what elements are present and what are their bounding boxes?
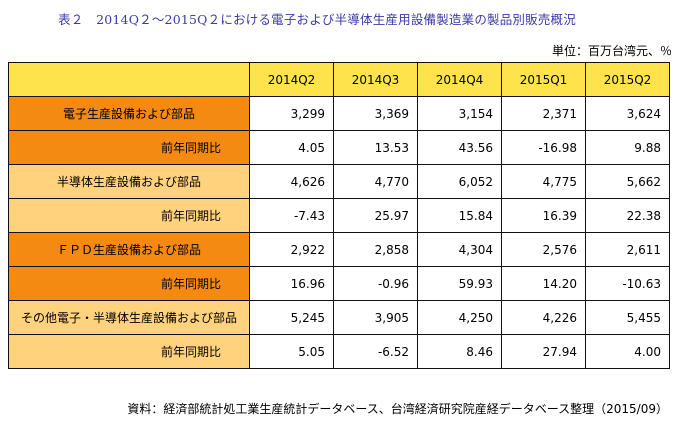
table-cell: 4,626	[249, 164, 334, 199]
table-cell: 13.53	[333, 130, 418, 165]
table-cell: -10.63	[585, 266, 670, 301]
table-header-row: 2014Q2 2014Q3 2014Q4 2015Q1 2015Q2	[8, 62, 670, 97]
table-row: 電子生産設備および部品 3,299 3,369 3,154 2,371 3,62…	[8, 96, 670, 131]
table-row: 前年同期比 5.05 -6.52 8.46 27.94 4.00	[8, 334, 670, 369]
source-note: 資料：経済部統計処工業生産統計データベース、台湾経済研究院産経データベース整理（…	[127, 402, 668, 416]
table-cell: 4,770	[333, 164, 418, 199]
table-cell: 2,611	[585, 232, 670, 267]
column-header: 2014Q4	[417, 62, 502, 97]
row-label: 電子生産設備および部品	[8, 96, 250, 131]
table-cell: 3,624	[585, 96, 670, 131]
table-cell: -7.43	[249, 198, 334, 233]
table-cell: 43.56	[417, 130, 502, 165]
table-cell: 4,226	[501, 300, 586, 335]
table-row: 前年同期比 -7.43 25.97 15.84 16.39 22.38	[8, 198, 670, 233]
row-label: 前年同期比	[8, 266, 250, 301]
table-row: ＦＰＤ生産設備および部品 2,922 2,858 4,304 2,576 2,6…	[8, 232, 670, 267]
table-cell: 8.46	[417, 334, 502, 369]
table-cell: 4,250	[417, 300, 502, 335]
table-cell: 16.96	[249, 266, 334, 301]
table-cell: 22.38	[585, 198, 670, 233]
table-cell: -0.96	[333, 266, 418, 301]
table-row: 半導体生産設備および部品 4,626 4,770 6,052 4,775 5,6…	[8, 164, 670, 199]
table-cell: 27.94	[501, 334, 586, 369]
table-cell: 4,304	[417, 232, 502, 267]
table-cell: 16.39	[501, 198, 586, 233]
table-cell: 4.00	[585, 334, 670, 369]
table-cell: 2,858	[333, 232, 418, 267]
page-title: 表２ 2014Q２～2015Q２における電子および半導体生産用設備製造業の製品別…	[58, 12, 576, 27]
table-row: 前年同期比 16.96 -0.96 59.93 14.20 -10.63	[8, 266, 670, 301]
column-header: 2014Q3	[333, 62, 418, 97]
table-cell: 5.05	[249, 334, 334, 369]
table-cell: 15.84	[417, 198, 502, 233]
table-cell: 3,369	[333, 96, 418, 131]
table-cell: 2,576	[501, 232, 586, 267]
table-cell: 2,922	[249, 232, 334, 267]
table-cell: 2,371	[501, 96, 586, 131]
table-cell: 3,299	[249, 96, 334, 131]
table-cell: 5,245	[249, 300, 334, 335]
table-cell: 59.93	[417, 266, 502, 301]
table-cell: 14.20	[501, 266, 586, 301]
table-cell: 4,775	[501, 164, 586, 199]
row-label: ＦＰＤ生産設備および部品	[8, 232, 250, 267]
row-label: 前年同期比	[8, 198, 250, 233]
table-cell: -16.98	[501, 130, 586, 165]
sales-table: 2014Q2 2014Q3 2014Q4 2015Q1 2015Q2 電子生産設…	[8, 62, 670, 369]
table-cell: 3,905	[333, 300, 418, 335]
table-cell: -6.52	[333, 334, 418, 369]
table-cell: 5,455	[585, 300, 670, 335]
table-row: その他電子・半導体生産設備および部品 5,245 3,905 4,250 4,2…	[8, 300, 670, 335]
table-cell: 6,052	[417, 164, 502, 199]
column-header: 2015Q1	[501, 62, 586, 97]
row-label: その他電子・半導体生産設備および部品	[8, 300, 250, 335]
table-row: 前年同期比 4.05 13.53 43.56 -16.98 9.88	[8, 130, 670, 165]
row-label: 前年同期比	[8, 334, 250, 369]
column-header: 2014Q2	[249, 62, 334, 97]
table-cell: 25.97	[333, 198, 418, 233]
table-cell: 3,154	[417, 96, 502, 131]
row-label: 半導体生産設備および部品	[8, 164, 250, 199]
table-cell: 5,662	[585, 164, 670, 199]
table-corner-cell	[8, 62, 250, 97]
table-cell: 9.88	[585, 130, 670, 165]
unit-note: 単位：百万台湾元、％	[551, 44, 672, 58]
table-cell: 4.05	[249, 130, 334, 165]
row-label: 前年同期比	[8, 130, 250, 165]
column-header: 2015Q2	[585, 62, 670, 97]
